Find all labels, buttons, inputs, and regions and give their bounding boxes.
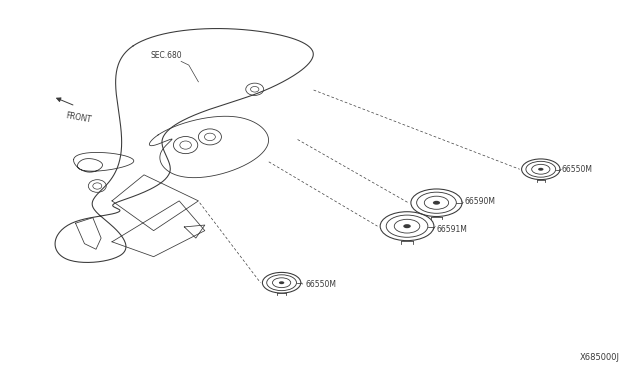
Text: FRONT: FRONT: [65, 112, 92, 125]
Text: 66550M: 66550M: [306, 280, 337, 289]
Text: 66591M: 66591M: [436, 225, 467, 234]
Text: 66590M: 66590M: [465, 197, 495, 206]
Text: X685000J: X685000J: [580, 353, 620, 362]
Text: 66550M: 66550M: [562, 165, 593, 174]
Ellipse shape: [433, 201, 440, 205]
Ellipse shape: [403, 224, 411, 228]
Ellipse shape: [279, 281, 284, 284]
Ellipse shape: [538, 168, 543, 171]
Text: SEC.680: SEC.680: [150, 51, 182, 60]
